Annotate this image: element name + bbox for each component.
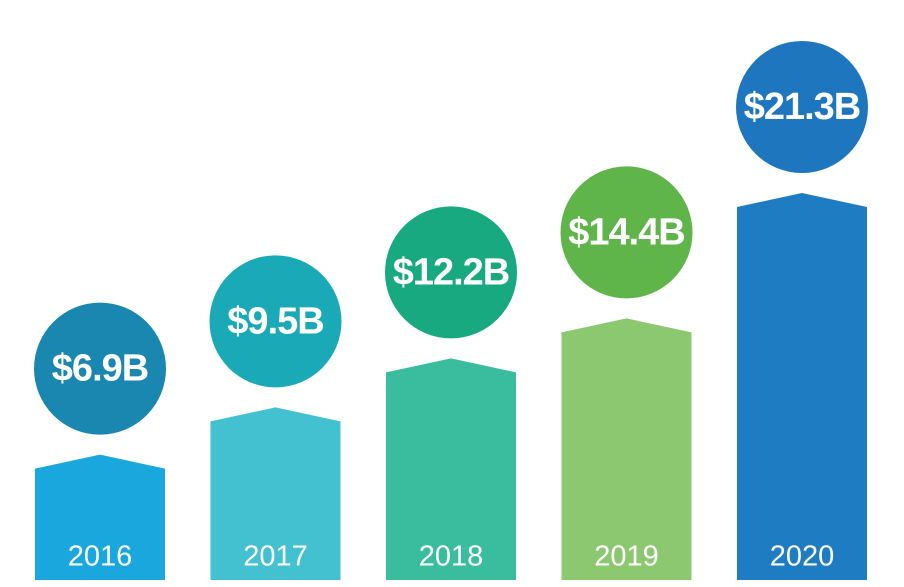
value-label: $21.3B [744, 86, 861, 128]
x-tick-label: 2017 [243, 541, 308, 573]
value-label: $6.9B [52, 348, 148, 390]
value-badge [34, 302, 166, 435]
value-label: $12.2B [393, 251, 510, 293]
x-tick-label: 2018 [419, 541, 484, 573]
value-label: $9.5B [227, 300, 323, 342]
bar [35, 454, 165, 580]
x-tick-label: 2016 [68, 541, 133, 573]
value-badge [560, 166, 693, 299]
bar [386, 358, 516, 580]
x-tick-label: 2020 [770, 541, 835, 573]
value-badge [736, 41, 868, 173]
bar [561, 318, 692, 580]
bar [737, 193, 867, 580]
x-tick-label: 2019 [594, 541, 659, 573]
bar [210, 407, 341, 580]
value-badge [385, 206, 517, 339]
value-badge [209, 255, 342, 388]
value-label: $14.4B [568, 211, 685, 253]
